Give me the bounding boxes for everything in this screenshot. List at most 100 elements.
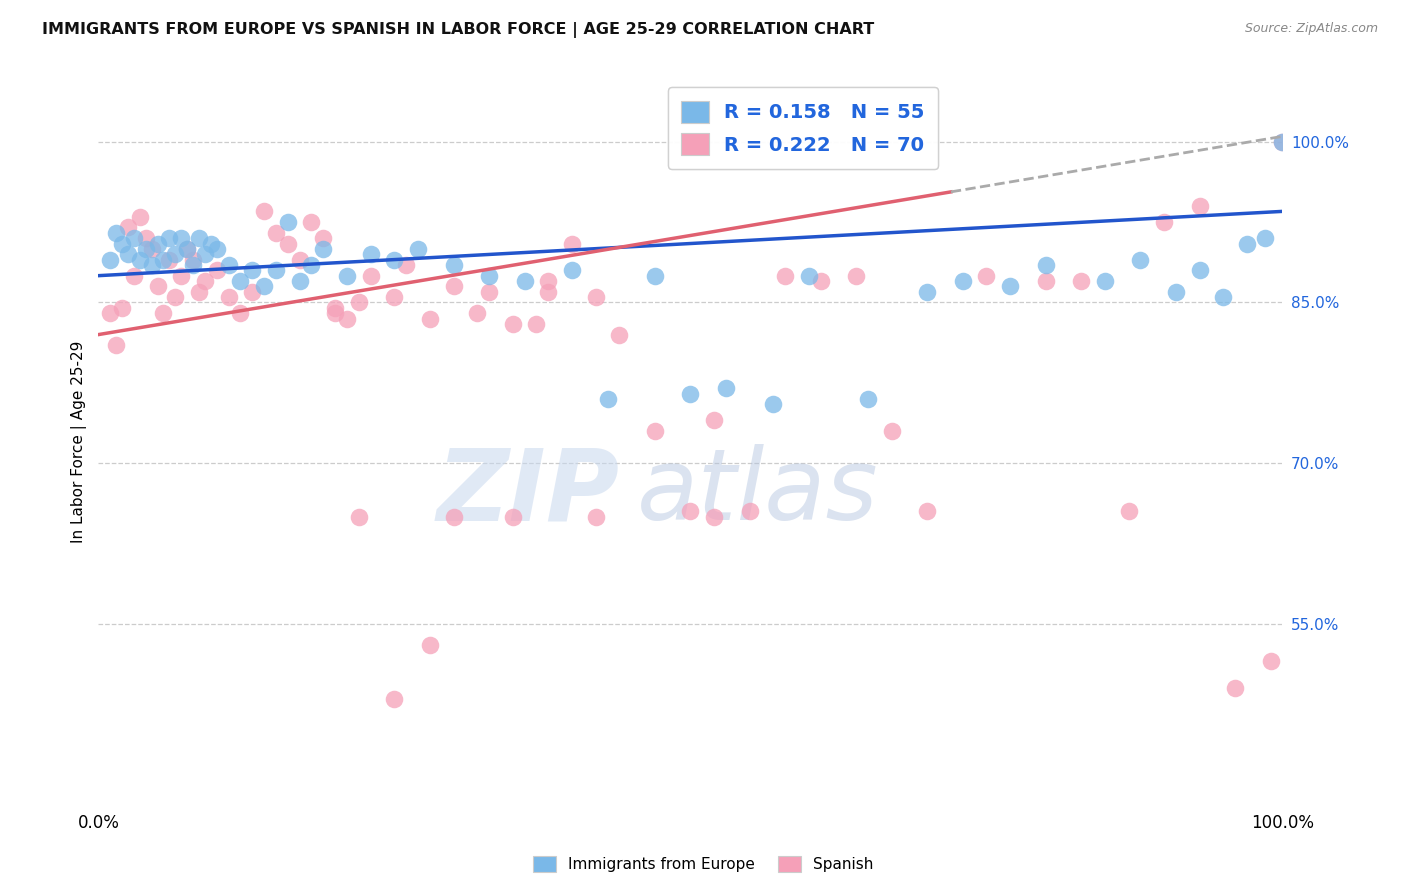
Point: [264, 263, 287, 277]
Point: [1260, 654, 1282, 668]
Point: [323, 306, 346, 320]
Point: [915, 285, 938, 299]
Point: [117, 247, 139, 261]
Point: [1212, 290, 1234, 304]
Point: [1223, 681, 1246, 696]
Point: [502, 317, 524, 331]
Point: [915, 504, 938, 518]
Point: [1070, 274, 1092, 288]
Point: [98, 306, 121, 320]
Point: [122, 231, 145, 245]
Point: [128, 252, 150, 267]
Point: [856, 392, 879, 406]
Point: [111, 236, 134, 251]
Point: [170, 231, 193, 245]
Point: [146, 236, 169, 251]
Point: [301, 258, 323, 272]
Point: [141, 258, 163, 272]
Point: [810, 274, 832, 288]
Text: Source: ZipAtlas.com: Source: ZipAtlas.com: [1244, 22, 1378, 36]
Point: [301, 215, 323, 229]
Point: [240, 285, 263, 299]
Point: [443, 509, 465, 524]
Point: [181, 258, 204, 272]
Point: [797, 268, 820, 283]
Point: [502, 509, 524, 524]
Point: [1094, 274, 1116, 288]
Point: [253, 279, 276, 293]
Point: [596, 392, 619, 406]
Point: [384, 252, 406, 267]
Point: [176, 242, 198, 256]
Point: [526, 317, 548, 331]
Point: [703, 413, 725, 427]
Point: [122, 268, 145, 283]
Point: [218, 290, 240, 304]
Point: [188, 285, 211, 299]
Point: [98, 252, 121, 267]
Point: [703, 509, 725, 524]
Point: [165, 290, 187, 304]
Point: [288, 252, 311, 267]
Point: [229, 306, 252, 320]
Point: [762, 397, 785, 411]
Point: [1271, 135, 1294, 149]
Point: [1236, 236, 1258, 251]
Point: [773, 268, 796, 283]
Point: [157, 231, 180, 245]
Point: [218, 258, 240, 272]
Point: [384, 692, 406, 706]
Point: [537, 285, 560, 299]
Point: [1188, 263, 1211, 277]
Point: [347, 295, 370, 310]
Point: [1188, 199, 1211, 213]
Point: [229, 274, 252, 288]
Point: [205, 263, 228, 277]
Point: [1129, 252, 1152, 267]
Point: [465, 306, 488, 320]
Text: IMMIGRANTS FROM EUROPE VS SPANISH IN LABOR FORCE | AGE 25-29 CORRELATION CHART: IMMIGRANTS FROM EUROPE VS SPANISH IN LAB…: [42, 22, 875, 38]
Point: [277, 215, 299, 229]
Point: [194, 247, 217, 261]
Point: [585, 509, 607, 524]
Point: [395, 258, 418, 272]
Point: [419, 638, 441, 652]
Point: [443, 258, 465, 272]
Point: [240, 263, 263, 277]
Point: [152, 306, 174, 320]
Point: [135, 242, 157, 256]
Point: [443, 279, 465, 293]
Point: [205, 242, 228, 256]
Point: [1118, 504, 1140, 518]
Point: [478, 285, 501, 299]
Text: atlas: atlas: [637, 444, 879, 541]
Point: [561, 236, 583, 251]
Point: [609, 327, 631, 342]
Point: [360, 247, 382, 261]
Point: [264, 226, 287, 240]
Point: [105, 338, 128, 352]
Point: [277, 236, 299, 251]
Point: [170, 268, 193, 283]
Point: [312, 231, 335, 245]
Point: [406, 242, 429, 256]
Point: [644, 268, 666, 283]
Point: [176, 242, 198, 256]
Point: [111, 301, 134, 315]
Point: [105, 226, 128, 240]
Point: [194, 274, 217, 288]
Point: [1271, 135, 1294, 149]
Point: [253, 204, 276, 219]
Point: [1035, 258, 1057, 272]
Point: [152, 252, 174, 267]
Point: [146, 279, 169, 293]
Point: [478, 268, 501, 283]
Point: [384, 290, 406, 304]
Point: [679, 386, 702, 401]
Point: [135, 231, 157, 245]
Y-axis label: In Labor Force | Age 25-29: In Labor Force | Age 25-29: [72, 341, 87, 543]
Point: [714, 381, 737, 395]
Point: [952, 274, 974, 288]
Point: [1254, 231, 1277, 245]
Point: [347, 509, 370, 524]
